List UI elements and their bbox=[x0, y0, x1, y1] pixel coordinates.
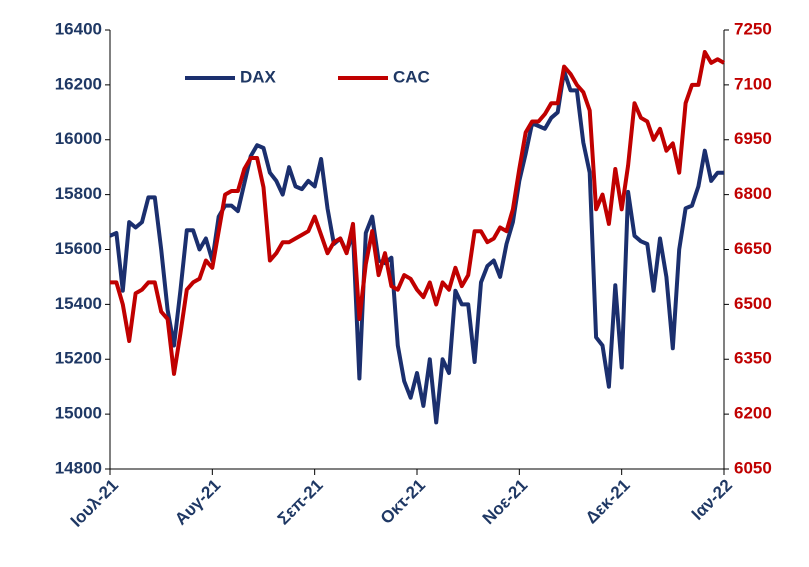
legend-label: CAC bbox=[393, 67, 430, 86]
y2-tick-label: 6350 bbox=[734, 349, 772, 368]
x-tick-label: Νοε-21 bbox=[479, 476, 532, 529]
y2-tick-label: 7250 bbox=[734, 19, 772, 38]
legend-label: DAX bbox=[240, 67, 277, 86]
x-tick-label: Ιουλ-21 bbox=[67, 476, 122, 531]
x-tick-label: Σεπ-21 bbox=[274, 476, 327, 529]
y2-tick-label: 6950 bbox=[734, 129, 772, 148]
y-tick-label: 16000 bbox=[55, 129, 102, 148]
y-tick-label: 15400 bbox=[55, 294, 102, 313]
y-tick-label: 15200 bbox=[55, 349, 102, 368]
y2-tick-label: 6650 bbox=[734, 239, 772, 258]
y-tick-label: 15600 bbox=[55, 239, 102, 258]
x-tick-label: Αυγ-21 bbox=[171, 476, 224, 529]
y-tick-label: 15800 bbox=[55, 184, 102, 203]
y2-tick-label: 6500 bbox=[734, 294, 772, 313]
series-line bbox=[110, 50, 725, 376]
y2-tick-label: 6200 bbox=[734, 404, 772, 423]
y-tick-label: 16200 bbox=[55, 74, 102, 93]
y-tick-label: 16400 bbox=[55, 19, 102, 38]
x-tick-label: Οκτ-21 bbox=[377, 476, 429, 528]
x-tick-label: Ιαν-22 bbox=[688, 476, 736, 524]
y2-tick-label: 6800 bbox=[734, 184, 772, 203]
y-tick-label: 15000 bbox=[55, 404, 102, 423]
x-tick-label: Δεκ-21 bbox=[582, 476, 634, 528]
y-tick-label: 14800 bbox=[55, 458, 102, 477]
y2-tick-label: 7100 bbox=[734, 74, 772, 93]
y2-tick-label: 6050 bbox=[734, 458, 772, 477]
